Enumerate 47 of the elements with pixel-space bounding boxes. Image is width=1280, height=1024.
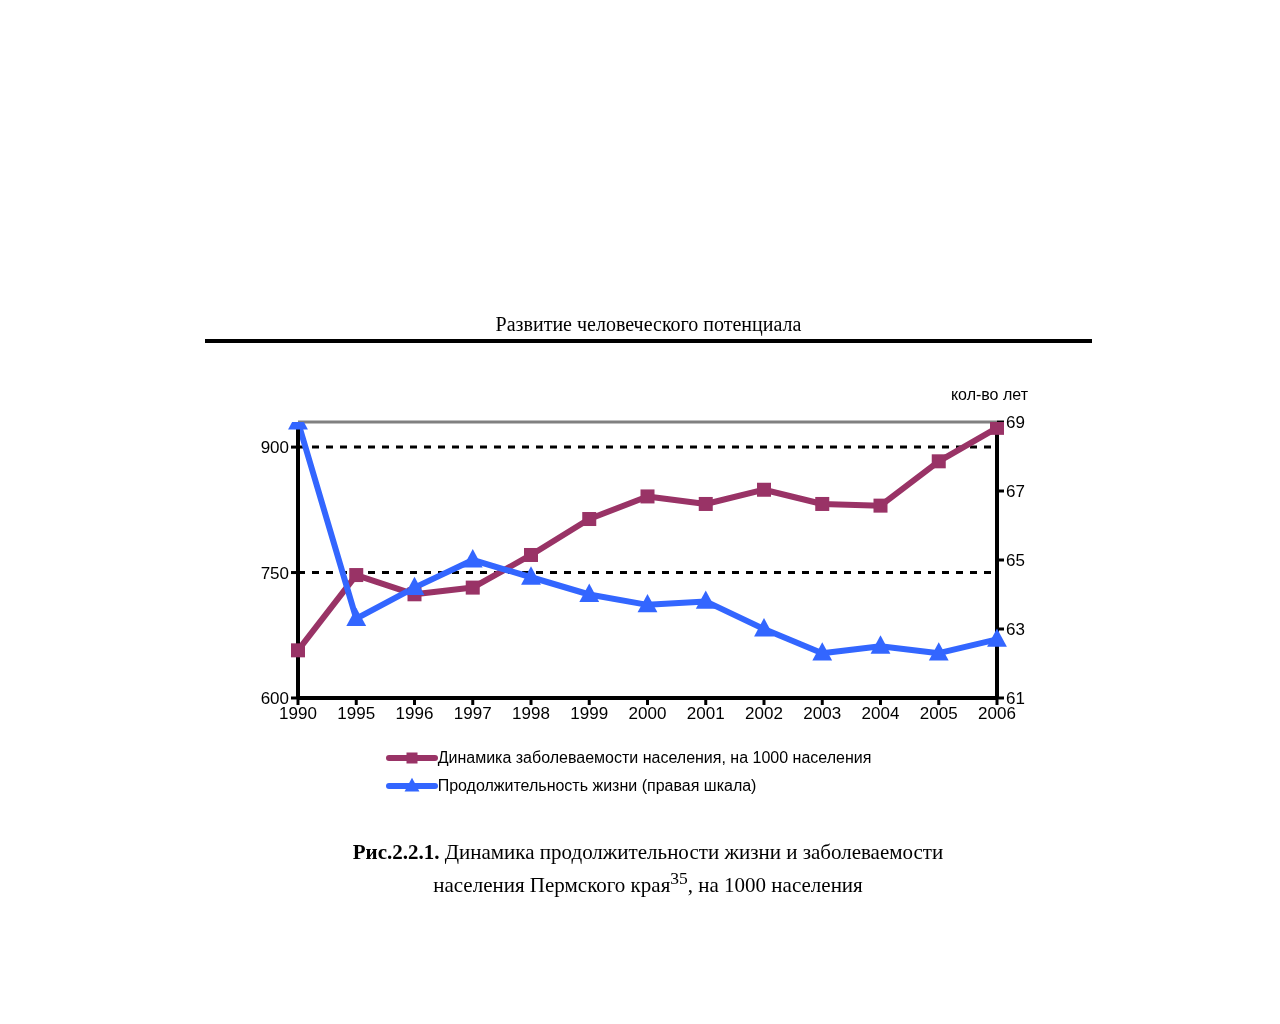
point: [404, 576, 425, 595]
y-tick-label: 750: [260, 563, 289, 583]
point: [579, 583, 600, 602]
x-tick-label: 2004: [861, 704, 900, 724]
point: [757, 482, 771, 497]
point: [349, 568, 364, 583]
legend-label: Динамика заболеваемости населения, на 1000 населения: [437, 749, 872, 767]
point: [870, 635, 891, 654]
x-tick-label: 1996: [395, 704, 434, 724]
y2-tick-label: 67: [1006, 482, 1025, 502]
text: Рис.2.2.1. Динамика продолжительности жизни и заболеваемости населения Пермского края$^{35}$, на 1000 населения: [352, 840, 944, 897]
point: [928, 642, 949, 661]
x-tick-label: 2005: [919, 704, 958, 724]
x-tick-label: 1999: [570, 704, 609, 724]
x-tick-label: 2002: [745, 704, 783, 724]
x-tick-label: 1995: [337, 704, 376, 724]
point: [291, 643, 305, 658]
point: [582, 512, 597, 527]
point: [465, 580, 480, 595]
y2-axis-title: кол-во лет: [950, 386, 1028, 404]
x-tick-label: 2003: [803, 704, 842, 724]
point: [695, 590, 716, 609]
point: [987, 628, 1007, 647]
x-tick-label: 1998: [512, 704, 550, 724]
chart-title: Развитие человеческого потенциала: [205, 312, 1092, 343]
y2-tick-label: 69: [1006, 413, 1025, 433]
point: [873, 498, 888, 513]
y-tick-label: 900: [260, 438, 289, 458]
x-tick-label: 1997: [453, 704, 492, 724]
point: [931, 454, 946, 469]
point: [462, 549, 483, 568]
legend-label: Продолжительность жизни (правая шкала): [437, 777, 757, 795]
y2-tick-label: 63: [1006, 620, 1025, 640]
point: [815, 496, 830, 511]
point: [521, 566, 541, 585]
x-tick-label: 2001: [686, 704, 725, 724]
x-tick-label: 2006: [978, 704, 1016, 724]
x-tick-label: 1990: [279, 704, 317, 724]
point: [637, 593, 658, 613]
point: [812, 642, 833, 661]
x-tick-label: 2000: [628, 704, 667, 724]
y2-tick-label: 65: [1006, 551, 1025, 571]
point: [524, 547, 538, 562]
point: [698, 496, 713, 511]
point: [754, 618, 774, 637]
point: [346, 607, 367, 627]
point: [640, 489, 655, 504]
